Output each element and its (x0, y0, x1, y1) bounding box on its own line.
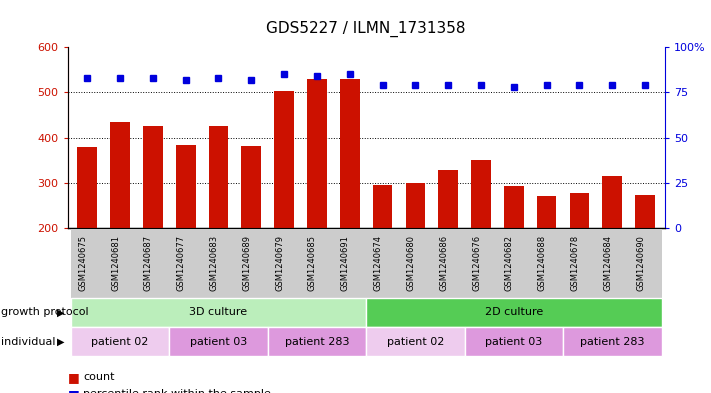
Bar (340, 79, 360, 228)
Bar (307, 79, 327, 228)
Text: GSM1240682: GSM1240682 (505, 235, 514, 291)
Bar (405, 183, 425, 228)
Text: count: count (83, 372, 114, 382)
Bar (110, 122, 130, 228)
Bar (602, 176, 622, 228)
Text: GSM1240674: GSM1240674 (373, 235, 383, 291)
Text: percentile rank within the sample: percentile rank within the sample (83, 389, 271, 393)
Bar (635, 195, 655, 228)
Bar (439, 170, 458, 228)
Text: GSM1240679: GSM1240679 (275, 235, 284, 291)
Text: 3D culture: 3D culture (189, 307, 247, 318)
Text: GSM1240681: GSM1240681 (111, 235, 120, 291)
Text: GSM1240690: GSM1240690 (636, 235, 645, 291)
Bar (570, 193, 589, 228)
Bar (274, 90, 294, 228)
Text: GSM1240691: GSM1240691 (341, 235, 350, 291)
Text: GSM1240686: GSM1240686 (439, 235, 448, 291)
Text: GSM1240689: GSM1240689 (242, 235, 251, 291)
Text: GSM1240688: GSM1240688 (538, 235, 547, 291)
Text: patient 02: patient 02 (91, 336, 149, 347)
Bar (143, 126, 163, 228)
Text: GSM1240685: GSM1240685 (308, 235, 317, 291)
Text: ▶: ▶ (58, 307, 65, 318)
Bar (471, 160, 491, 228)
Text: 2D culture: 2D culture (485, 307, 543, 318)
Text: patient 03: patient 03 (485, 336, 542, 347)
Bar (373, 185, 392, 228)
Text: GSM1240676: GSM1240676 (472, 235, 481, 291)
Text: GSM1240675: GSM1240675 (78, 235, 87, 291)
Text: ■: ■ (68, 387, 80, 393)
Text: GSM1240680: GSM1240680 (407, 235, 415, 291)
Bar (208, 126, 228, 228)
Text: GSM1240683: GSM1240683 (210, 235, 218, 291)
Text: patient 03: patient 03 (190, 336, 247, 347)
Text: patient 283: patient 283 (284, 336, 349, 347)
Text: growth protocol: growth protocol (1, 307, 89, 318)
Text: GSM1240678: GSM1240678 (570, 235, 579, 291)
Bar (242, 146, 261, 228)
Bar (77, 147, 97, 228)
Bar (537, 196, 557, 228)
Text: GSM1240684: GSM1240684 (603, 235, 612, 291)
Text: GSM1240687: GSM1240687 (144, 235, 153, 291)
Bar (504, 186, 524, 228)
Text: GSM1240677: GSM1240677 (176, 235, 186, 291)
Text: ■: ■ (68, 371, 80, 384)
Text: individual: individual (1, 336, 56, 347)
Bar (176, 145, 196, 228)
Text: GDS5227 / ILMN_1731358: GDS5227 / ILMN_1731358 (267, 21, 466, 37)
Text: ▶: ▶ (58, 336, 65, 347)
Text: patient 283: patient 283 (580, 336, 645, 347)
Text: patient 02: patient 02 (387, 336, 444, 347)
